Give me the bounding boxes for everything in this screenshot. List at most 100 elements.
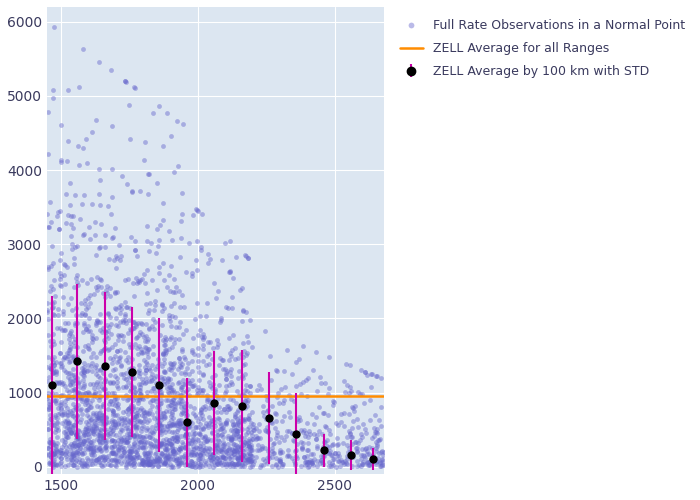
Full Rate Observations in a Normal Point [109,449,120,457]
Full Rate Observations in a Normal Point [106,450,117,458]
Full Rate Observations in a Normal Point [161,396,172,404]
Full Rate Observations in a Normal Point [85,380,96,388]
Full Rate Observations in a Normal Point [375,403,386,411]
Full Rate Observations in a Normal Point [93,454,104,462]
Full Rate Observations in a Normal Point [209,371,220,379]
Full Rate Observations in a Normal Point [153,454,164,462]
Full Rate Observations in a Normal Point [164,388,175,396]
Full Rate Observations in a Normal Point [189,424,200,432]
Full Rate Observations in a Normal Point [97,412,108,420]
Full Rate Observations in a Normal Point [45,415,56,423]
Full Rate Observations in a Normal Point [301,420,312,428]
Full Rate Observations in a Normal Point [91,366,102,374]
Full Rate Observations in a Normal Point [55,446,66,454]
Full Rate Observations in a Normal Point [153,400,164,408]
Full Rate Observations in a Normal Point [245,451,256,459]
Full Rate Observations in a Normal Point [158,350,169,358]
Full Rate Observations in a Normal Point [71,278,83,285]
Full Rate Observations in a Normal Point [353,422,364,430]
Full Rate Observations in a Normal Point [205,382,216,390]
Full Rate Observations in a Normal Point [158,460,169,468]
Full Rate Observations in a Normal Point [132,416,143,424]
Full Rate Observations in a Normal Point [308,430,319,438]
Full Rate Observations in a Normal Point [234,442,245,450]
Full Rate Observations in a Normal Point [55,446,66,454]
Full Rate Observations in a Normal Point [70,402,81,410]
Full Rate Observations in a Normal Point [150,421,162,429]
Full Rate Observations in a Normal Point [169,449,181,457]
Full Rate Observations in a Normal Point [209,278,220,286]
Full Rate Observations in a Normal Point [160,442,172,450]
Full Rate Observations in a Normal Point [140,432,151,440]
Full Rate Observations in a Normal Point [56,338,67,345]
Full Rate Observations in a Normal Point [304,462,315,470]
Full Rate Observations in a Normal Point [180,355,191,363]
Full Rate Observations in a Normal Point [44,438,55,446]
Full Rate Observations in a Normal Point [128,422,139,430]
Full Rate Observations in a Normal Point [133,278,144,286]
Full Rate Observations in a Normal Point [282,452,293,460]
Full Rate Observations in a Normal Point [87,334,98,342]
Full Rate Observations in a Normal Point [129,440,140,448]
Full Rate Observations in a Normal Point [199,406,211,413]
Full Rate Observations in a Normal Point [204,453,216,461]
Full Rate Observations in a Normal Point [364,460,375,468]
Full Rate Observations in a Normal Point [111,347,122,355]
Full Rate Observations in a Normal Point [113,448,125,456]
Full Rate Observations in a Normal Point [75,444,86,452]
Full Rate Observations in a Normal Point [165,398,176,406]
Full Rate Observations in a Normal Point [64,408,76,416]
Full Rate Observations in a Normal Point [237,425,248,433]
Full Rate Observations in a Normal Point [191,435,202,443]
Full Rate Observations in a Normal Point [189,462,200,470]
Full Rate Observations in a Normal Point [78,363,90,371]
Full Rate Observations in a Normal Point [246,408,258,416]
Full Rate Observations in a Normal Point [176,394,187,402]
Full Rate Observations in a Normal Point [57,306,69,314]
Full Rate Observations in a Normal Point [126,372,137,380]
Full Rate Observations in a Normal Point [226,378,237,386]
Full Rate Observations in a Normal Point [195,450,206,458]
Full Rate Observations in a Normal Point [80,400,91,407]
Full Rate Observations in a Normal Point [94,434,106,442]
Full Rate Observations in a Normal Point [221,367,232,375]
Full Rate Observations in a Normal Point [272,462,284,470]
Full Rate Observations in a Normal Point [141,289,153,297]
Full Rate Observations in a Normal Point [334,456,345,464]
Full Rate Observations in a Normal Point [107,448,118,456]
Full Rate Observations in a Normal Point [209,462,220,469]
Full Rate Observations in a Normal Point [365,457,376,465]
Full Rate Observations in a Normal Point [47,302,58,310]
Full Rate Observations in a Normal Point [345,432,356,440]
Full Rate Observations in a Normal Point [128,383,139,391]
Full Rate Observations in a Normal Point [67,426,78,434]
Full Rate Observations in a Normal Point [62,455,73,463]
Full Rate Observations in a Normal Point [95,461,106,469]
Full Rate Observations in a Normal Point [153,420,164,428]
Full Rate Observations in a Normal Point [73,281,84,289]
Full Rate Observations in a Normal Point [157,216,168,224]
Full Rate Observations in a Normal Point [62,461,74,469]
Full Rate Observations in a Normal Point [246,428,257,436]
Full Rate Observations in a Normal Point [160,445,171,453]
Full Rate Observations in a Normal Point [232,417,244,425]
Full Rate Observations in a Normal Point [83,432,94,440]
Full Rate Observations in a Normal Point [70,436,81,444]
Full Rate Observations in a Normal Point [71,434,83,442]
Full Rate Observations in a Normal Point [188,427,199,435]
Full Rate Observations in a Normal Point [129,412,140,420]
Full Rate Observations in a Normal Point [165,287,176,295]
Full Rate Observations in a Normal Point [201,418,212,426]
Full Rate Observations in a Normal Point [103,456,114,464]
Full Rate Observations in a Normal Point [66,394,78,402]
Full Rate Observations in a Normal Point [137,406,148,414]
Full Rate Observations in a Normal Point [330,420,342,428]
Full Rate Observations in a Normal Point [79,310,90,318]
Full Rate Observations in a Normal Point [74,83,85,91]
Full Rate Observations in a Normal Point [188,435,199,443]
Full Rate Observations in a Normal Point [367,450,378,458]
Full Rate Observations in a Normal Point [216,425,227,433]
Full Rate Observations in a Normal Point [244,458,256,466]
Full Rate Observations in a Normal Point [49,311,60,319]
Full Rate Observations in a Normal Point [114,346,125,354]
